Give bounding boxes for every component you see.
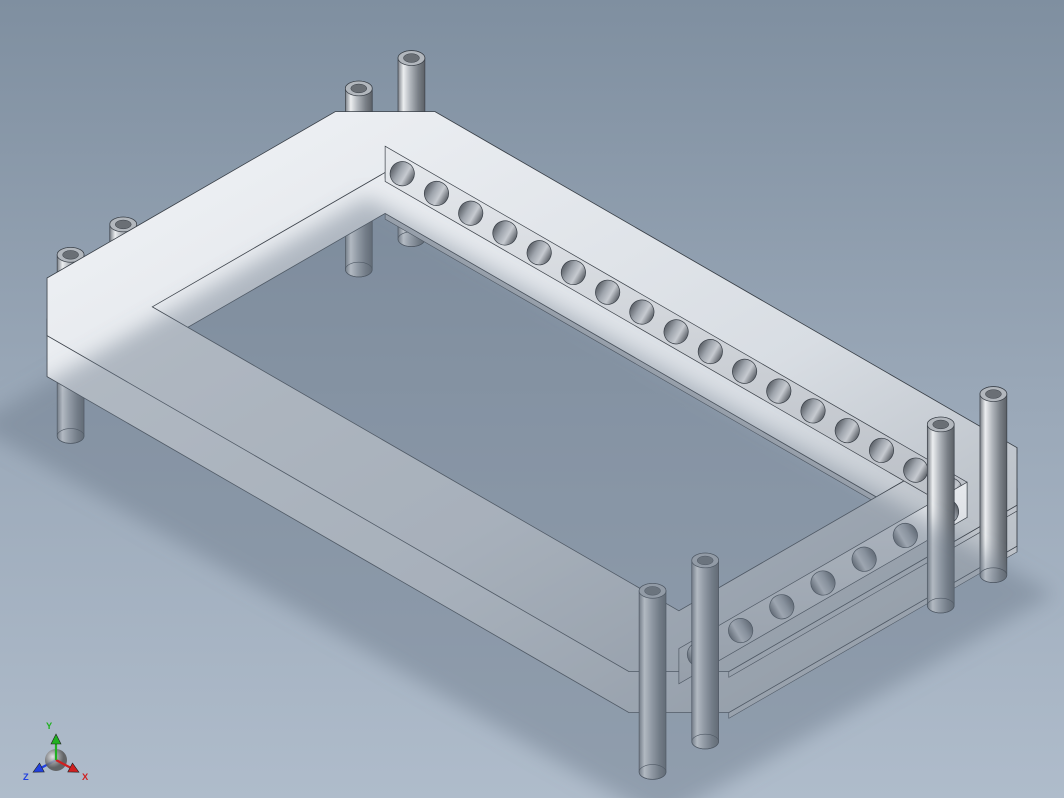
orientation-triad[interactable]: X Y Z xyxy=(20,718,92,790)
axis-label-y: Y xyxy=(46,722,52,731)
axis-label-x: X xyxy=(82,773,88,782)
model-render[interactable] xyxy=(0,0,1064,798)
cad-viewport[interactable]: X Y Z xyxy=(0,0,1064,798)
axis-label-z: Z xyxy=(23,773,29,782)
